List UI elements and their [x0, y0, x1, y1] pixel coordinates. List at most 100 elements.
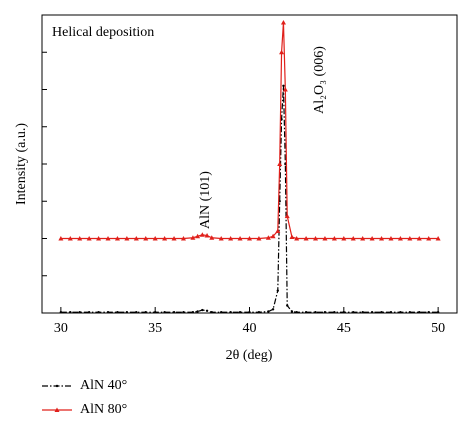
marker: [238, 311, 242, 314]
marker: [303, 236, 309, 241]
marker: [280, 19, 286, 25]
marker: [322, 236, 328, 241]
marker: [399, 311, 402, 314]
marker: [370, 311, 374, 314]
marker: [229, 311, 232, 314]
marker: [361, 311, 364, 314]
marker: [279, 49, 285, 55]
marker: [397, 236, 403, 241]
marker: [277, 161, 283, 166]
marker: [163, 311, 166, 314]
marker: [435, 236, 441, 241]
marker: [153, 311, 157, 314]
legend-label: AlN 80°: [80, 402, 127, 417]
marker: [350, 236, 356, 241]
marker: [182, 311, 185, 314]
marker: [314, 311, 317, 314]
marker: [204, 233, 210, 238]
marker: [97, 311, 100, 314]
marker: [125, 311, 129, 314]
marker: [237, 236, 243, 241]
marker: [196, 310, 199, 313]
series-line: [60, 85, 439, 313]
marker: [199, 232, 205, 237]
x-tick-label: 45: [337, 321, 351, 336]
marker: [276, 289, 279, 292]
marker: [190, 235, 196, 240]
marker: [313, 236, 319, 241]
marker: [270, 233, 276, 239]
marker: [436, 311, 440, 314]
marker: [209, 235, 215, 240]
marker: [220, 311, 223, 314]
marker: [426, 236, 432, 241]
marker: [114, 236, 120, 241]
marker: [228, 236, 234, 241]
marker: [105, 236, 111, 241]
marker: [407, 236, 413, 241]
marker: [116, 311, 119, 314]
x-tick-label: 35: [148, 321, 162, 336]
marker: [191, 311, 195, 314]
marker: [218, 236, 224, 241]
marker: [290, 310, 294, 313]
marker: [284, 213, 290, 219]
marker: [210, 311, 213, 314]
marker: [271, 308, 275, 311]
marker: [124, 236, 130, 241]
marker: [282, 87, 288, 92]
marker: [304, 311, 308, 314]
marker: [152, 236, 158, 241]
marker: [323, 311, 327, 314]
marker: [162, 236, 168, 241]
y-axis-label: Intensity (a.u.): [14, 123, 29, 205]
legend-marker: [55, 384, 59, 388]
marker: [342, 311, 346, 314]
marker: [369, 236, 375, 241]
marker: [294, 236, 300, 241]
marker: [180, 236, 186, 241]
marker: [379, 236, 385, 241]
marker: [416, 236, 422, 241]
legend-label: AlN 40°: [80, 378, 127, 393]
marker: [275, 228, 281, 234]
marker: [201, 308, 204, 312]
marker: [352, 311, 355, 314]
marker: [87, 311, 91, 314]
marker: [408, 311, 412, 314]
annotation: AlN (101): [198, 171, 213, 229]
marker: [333, 311, 336, 314]
marker: [265, 235, 271, 240]
marker: [67, 236, 73, 241]
marker: [133, 236, 139, 241]
marker: [171, 236, 177, 241]
marker: [59, 311, 63, 314]
marker: [69, 311, 72, 314]
marker: [247, 236, 252, 241]
annotation: Helical deposition: [52, 25, 154, 40]
marker: [286, 304, 289, 307]
marker: [418, 311, 421, 314]
x-axis-label: 2θ (deg): [226, 348, 273, 363]
marker: [78, 311, 81, 314]
marker: [360, 236, 366, 241]
x-tick-label: 50: [431, 321, 445, 336]
x-tick-label: 30: [54, 321, 68, 336]
plot-frame: [41, 14, 458, 314]
marker: [77, 236, 83, 241]
marker: [96, 236, 102, 241]
marker: [289, 234, 295, 240]
marker: [267, 310, 270, 313]
marker: [135, 311, 138, 314]
marker: [389, 311, 393, 314]
marker: [144, 311, 147, 314]
marker: [205, 309, 209, 312]
marker: [295, 311, 298, 314]
marker: [380, 311, 383, 314]
marker: [143, 236, 149, 241]
marker: [172, 311, 176, 314]
marker: [58, 236, 64, 241]
marker: [427, 311, 430, 314]
marker: [248, 311, 251, 314]
